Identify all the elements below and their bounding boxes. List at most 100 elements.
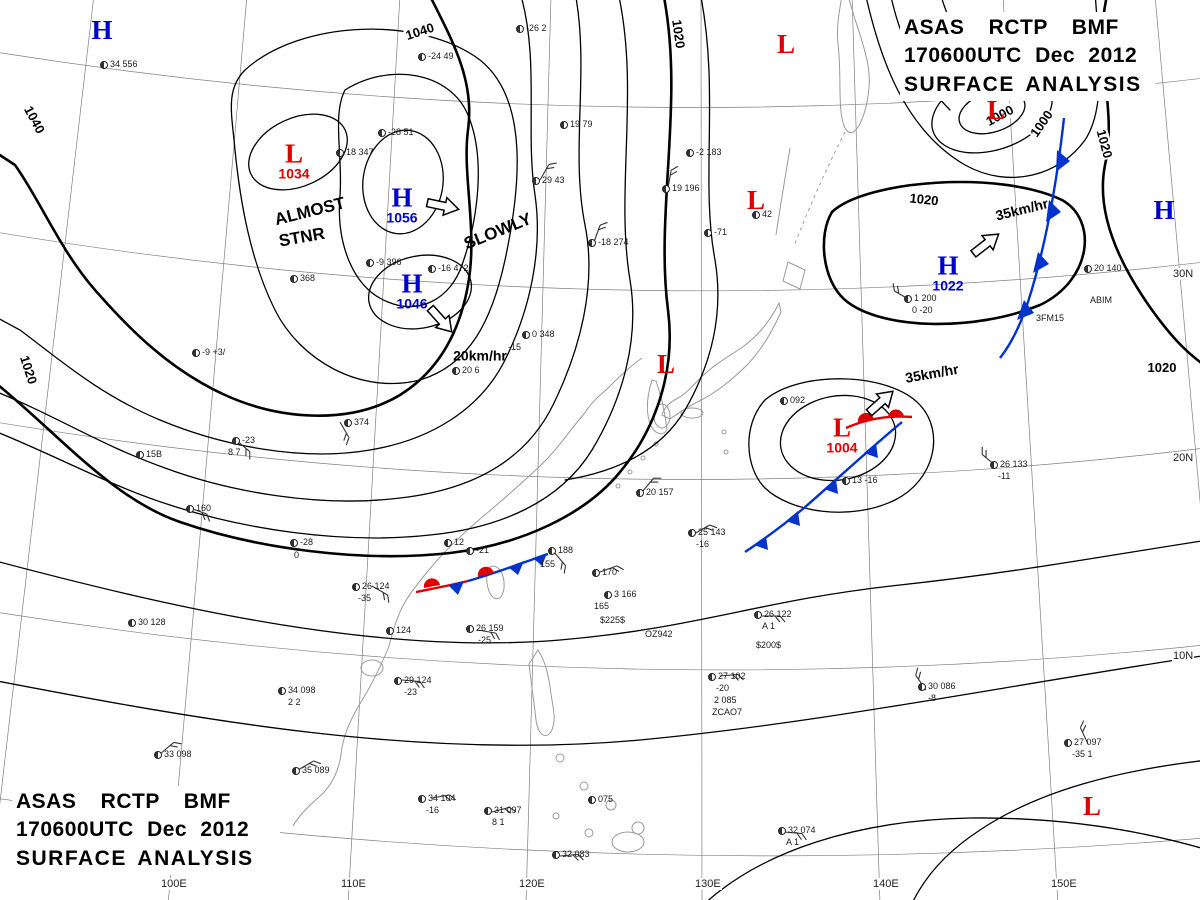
- station-plot: 1 200: [904, 293, 937, 304]
- station-plot: -35: [358, 593, 372, 603]
- station-plot: $200$: [756, 640, 782, 650]
- station-plot: ZCAO7: [712, 707, 743, 717]
- latitude-label: 20N: [1172, 452, 1195, 465]
- valid-time: 170600UTC Dec 2012: [16, 818, 250, 842]
- pressure-value: 1056: [386, 209, 418, 226]
- pressure-value: 1046: [396, 295, 428, 312]
- station-plot: 20 157: [636, 487, 674, 498]
- station-plot: -9 396: [366, 257, 402, 268]
- isobar-label: 1040: [20, 102, 48, 138]
- station-plot: 26 122: [754, 609, 792, 620]
- pressure-center-l: L: [746, 184, 766, 215]
- pressure-letter: L: [1082, 790, 1102, 821]
- station-plot: 2 2: [288, 697, 301, 707]
- station-plot: 32 083: [552, 849, 590, 860]
- station-plot: 42: [752, 209, 772, 220]
- pressure-letter: L: [746, 184, 766, 215]
- pressure-letter: L: [284, 138, 303, 169]
- station-plot: 26 159: [466, 623, 504, 634]
- station-plot: 368: [290, 273, 315, 284]
- pressure-value: 1022: [932, 277, 964, 294]
- station-plot: 374: [344, 417, 369, 428]
- station-plot: -25: [478, 635, 492, 645]
- station-plot: 2 085: [714, 695, 737, 705]
- station-plot: 188: [548, 545, 573, 556]
- pressure-letter: H: [1153, 194, 1175, 225]
- movement-annotation: 35km/hr: [993, 195, 1050, 224]
- pressure-center-h: H 1056: [386, 184, 418, 227]
- station-plot: -21: [466, 545, 489, 556]
- station-plot: -20: [716, 683, 730, 693]
- pressure-center-l: L: [987, 96, 1005, 123]
- pressure-center-l: L 1034: [278, 138, 310, 183]
- station-plot: 170: [592, 567, 617, 578]
- longitude-label: 110E: [340, 878, 367, 891]
- motion-arrow-icon: [426, 304, 453, 333]
- station-plot: 30 128: [128, 617, 166, 628]
- station-plot: 3 166: [604, 589, 637, 600]
- pressure-letter: H: [937, 250, 959, 281]
- isobar-label: 1020: [907, 190, 941, 209]
- station-plot: 31 097: [484, 805, 522, 816]
- pressure-value: 1034: [278, 165, 310, 182]
- pressure-value: 1004: [826, 439, 858, 456]
- longitude-label: 140E: [872, 878, 900, 891]
- station-plot: 0: [294, 550, 300, 560]
- station-plot: 34 098: [278, 685, 316, 696]
- motion-arrows: [425, 196, 1000, 417]
- title-block-top-right: ASAS RCTP BMF 170600UTC Dec 2012 SURFACE…: [900, 12, 1156, 102]
- station-plot: OZ942: [645, 629, 673, 639]
- station-plot: 35 089: [292, 765, 330, 776]
- station-plot: 075: [588, 794, 613, 805]
- station-plot: 34 556: [100, 59, 138, 70]
- station-plot: 092: [780, 395, 805, 406]
- motion-arrow-icon: [865, 390, 894, 417]
- movement-annotation: 20km/hr: [453, 347, 507, 364]
- station-plot: -18 274: [588, 237, 629, 248]
- pressure-center-l: L: [1082, 790, 1102, 821]
- pressure-letter: L: [656, 348, 676, 379]
- isobar-label: 1020: [16, 353, 41, 387]
- station-plot: -16 472: [428, 263, 469, 274]
- latitude-label: 10N: [1172, 650, 1195, 663]
- station-plot: -26 2: [516, 23, 547, 34]
- station-plot: 3FM15: [1036, 313, 1065, 323]
- pressure-letter: L: [776, 28, 796, 59]
- wind-barb-icon: [339, 421, 350, 446]
- station-plot: A 1: [762, 621, 776, 631]
- longitude-label: 100E: [160, 878, 188, 891]
- station-plot: -24 49: [418, 51, 454, 62]
- chart-type: SURFACE ANALYSIS: [16, 846, 254, 870]
- warm-front-low-1004: [845, 409, 913, 430]
- cold-front-east: [999, 117, 1070, 359]
- station-plot: A 1: [786, 837, 800, 847]
- motion-arrow-icon: [425, 196, 461, 217]
- movement-annotation: ALMOST: [272, 193, 347, 230]
- station-plot: 32 074: [778, 825, 816, 836]
- pressure-letter: H: [91, 14, 113, 45]
- movement-annotation: SLOWLY: [461, 209, 535, 254]
- station-plot: 8 1: [492, 817, 505, 827]
- motion-arrow-icon: [969, 233, 1000, 259]
- station-plot: 13 -16: [842, 475, 878, 486]
- station-plot: 25 143: [688, 527, 726, 538]
- pressure-letter: H: [401, 268, 423, 299]
- station-plot: -23: [404, 687, 418, 697]
- product-id: ASAS RCTP BMF: [904, 16, 1119, 39]
- isobar-label: 1020: [1093, 127, 1116, 161]
- pressure-center-h: H 1022: [932, 250, 964, 295]
- station-plot: 26 124: [352, 581, 390, 592]
- latitude-label: 30N: [1172, 268, 1195, 281]
- station-plot: -9 +3/: [192, 347, 225, 358]
- station-plot: 165: [594, 601, 610, 611]
- isobar-label: 1000: [1027, 107, 1057, 141]
- pressure-center-h: H: [91, 14, 113, 45]
- isobar-label: 1020: [668, 17, 689, 51]
- station-plot: 20 140: [1084, 263, 1122, 274]
- station-plot: 33 098: [154, 749, 192, 760]
- station-plot: 26 133: [990, 459, 1028, 470]
- station-plot: -35 1: [1072, 749, 1093, 759]
- station-plot: -11: [998, 471, 1011, 481]
